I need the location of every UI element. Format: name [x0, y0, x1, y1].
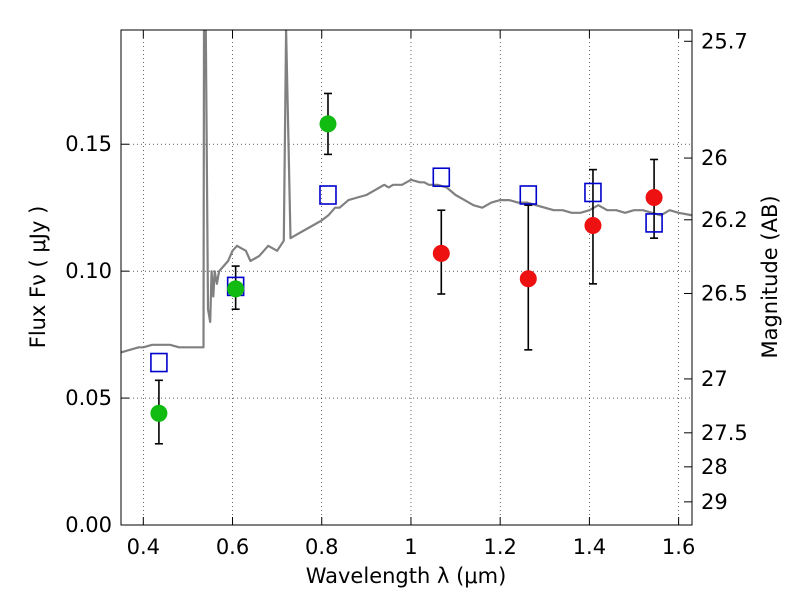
right-tick-label: 27.5 [701, 421, 748, 445]
model-photometry-square [519, 185, 538, 205]
plot-frame [120, 29, 693, 526]
green-data-point [319, 115, 337, 133]
red-data-point [645, 189, 663, 207]
y-tick-label: 0.15 [65, 132, 112, 156]
x-tick-label: 1 [404, 535, 417, 559]
x-tick-label: 1.6 [662, 535, 695, 559]
x-axis-label: Wavelength λ (μm) [306, 564, 507, 588]
model-photometry-square [432, 167, 451, 188]
model-spectrum-line [121, 30, 692, 354]
y-axis-ticks: 0.00 0.05 0.10 0.15 [65, 132, 129, 537]
right-axis-ticks: 25.7 26 26.2 26.5 27 27.5 28 29 [684, 29, 748, 514]
right-tick-label: 27 [701, 367, 728, 391]
x-tick-label: 0.4 [127, 535, 160, 559]
y-tick-label: 0.05 [65, 386, 112, 410]
model-photometry-square [319, 185, 337, 205]
model-photometry-square [150, 352, 168, 373]
spectrum-layer [121, 30, 692, 354]
red-data-point [432, 244, 450, 262]
model-photometry-square [645, 213, 663, 233]
right-tick-label: 29 [701, 490, 728, 514]
right-tick-label: 26 [701, 146, 728, 170]
right-axis-label: Magnitude (AB) [758, 195, 782, 358]
model-photometry-square [584, 182, 602, 203]
green-data-point [227, 280, 245, 298]
grid [121, 30, 692, 526]
right-tick-label: 26.2 [701, 208, 748, 232]
x-axis-ticks: 0.4 0.6 0.8 1 1.2 1.4 1.6 [127, 30, 695, 559]
y-tick-label: 0.00 [65, 513, 112, 537]
green-data-point [150, 404, 168, 422]
y-axis-label: Flux Fν ( μJy ) [26, 206, 50, 349]
x-tick-label: 1.2 [483, 535, 516, 559]
right-tick-label: 28 [701, 455, 728, 479]
x-tick-label: 1.4 [573, 535, 606, 559]
y-tick-label: 0.10 [65, 259, 112, 283]
red-data-point [584, 216, 602, 234]
x-tick-label: 0.6 [216, 535, 249, 559]
right-tick-label: 25.7 [701, 29, 748, 53]
right-tick-label: 26.5 [701, 281, 748, 305]
red-data-point [519, 270, 537, 288]
marker-layer [150, 115, 663, 422]
x-tick-label: 0.8 [305, 535, 338, 559]
